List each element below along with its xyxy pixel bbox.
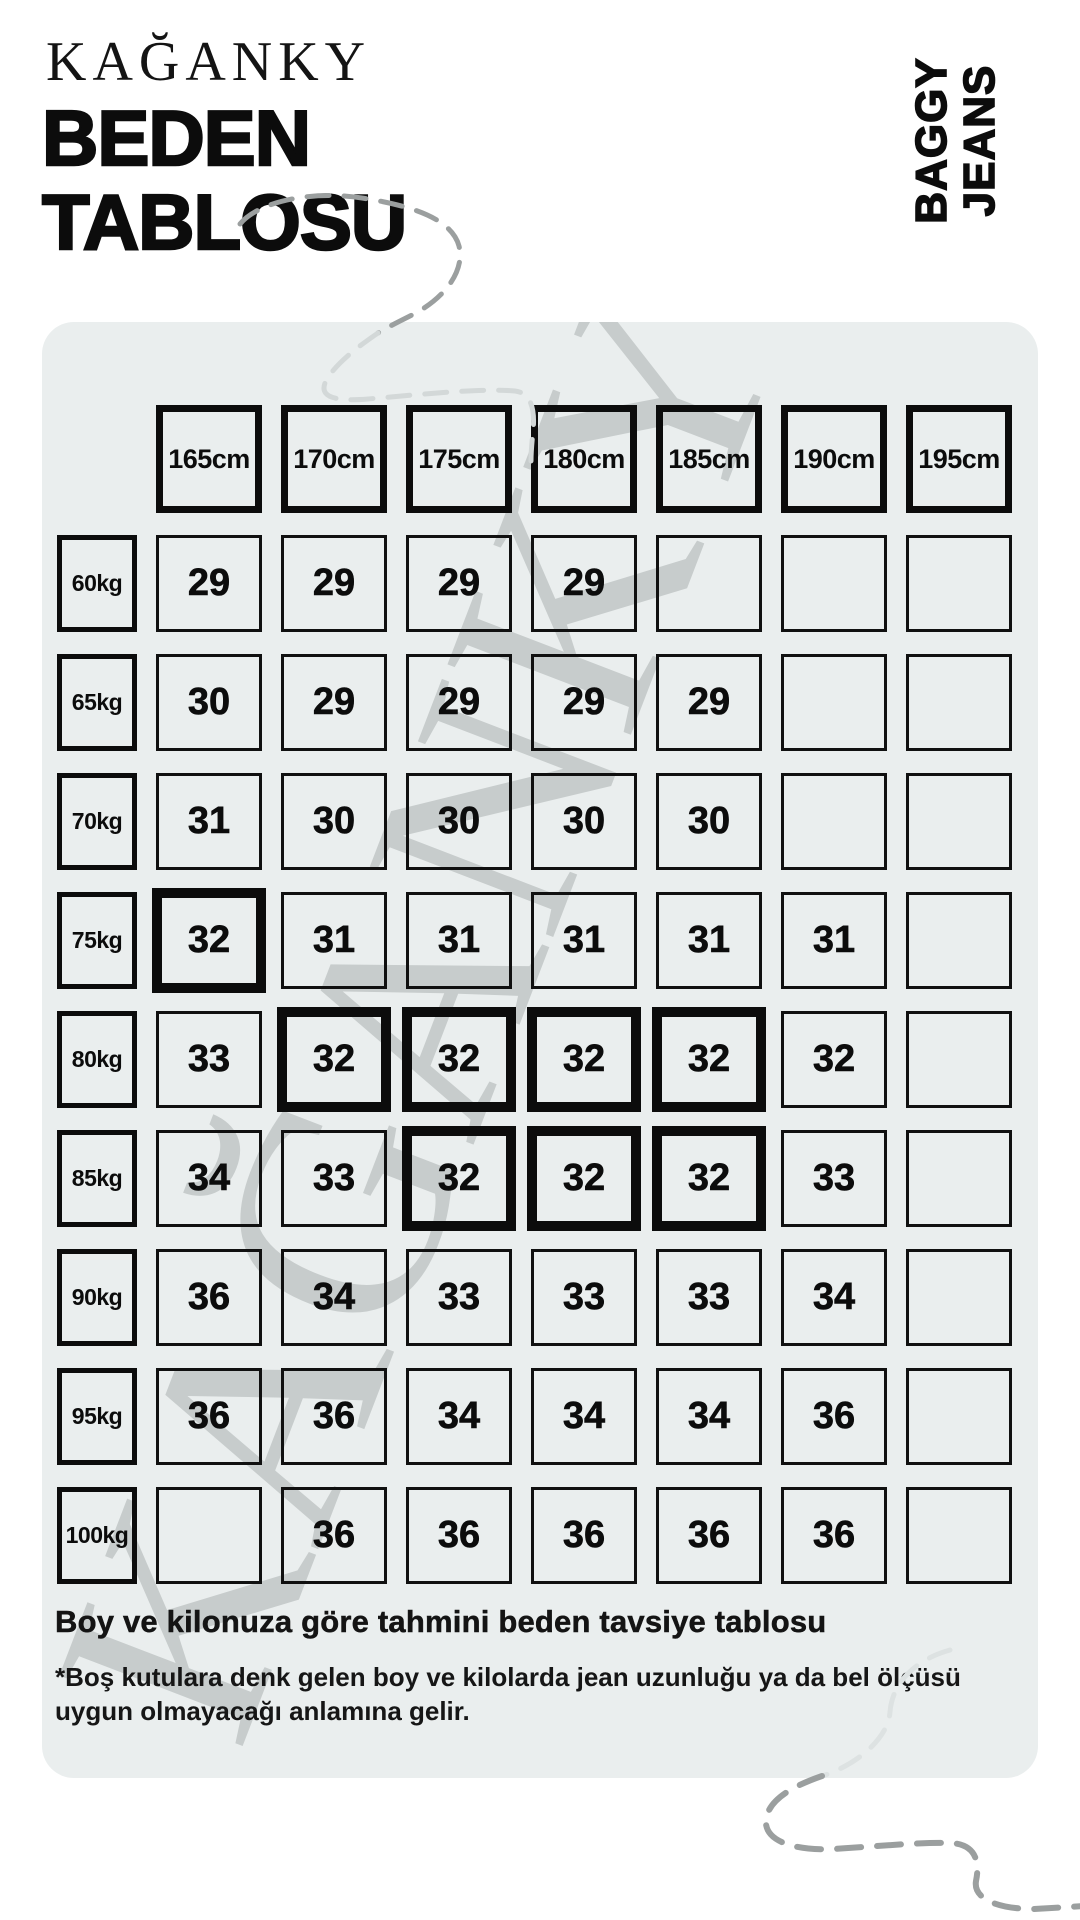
size-cell: 36 — [781, 1368, 887, 1465]
height-header-cell: 185cm — [656, 405, 762, 513]
recommended-size-cell: 32 — [652, 1126, 766, 1231]
size-cell: 30 — [281, 773, 387, 870]
height-header-cell: 180cm — [531, 405, 637, 513]
weight-header-cell: 90kg — [57, 1249, 137, 1346]
size-cell: 34 — [406, 1368, 512, 1465]
table-footnote-line2: uygun olmayacağı anlamına gelir. — [55, 1696, 470, 1726]
size-cell: 31 — [406, 892, 512, 989]
recommended-size-cell: 32 — [402, 1126, 516, 1231]
recommended-size-cell: 32 — [152, 888, 266, 993]
empty-size-cell — [906, 1487, 1012, 1584]
empty-size-cell — [781, 773, 887, 870]
size-cell: 36 — [656, 1487, 762, 1584]
size-cell: 29 — [156, 535, 262, 632]
height-header-cell: 190cm — [781, 405, 887, 513]
empty-size-cell — [906, 535, 1012, 632]
size-cell: 30 — [156, 654, 262, 751]
weight-header-cell: 65kg — [57, 654, 137, 751]
empty-size-cell — [906, 1368, 1012, 1465]
empty-size-cell — [781, 654, 887, 751]
empty-size-cell — [906, 1130, 1012, 1227]
recommended-size-cell: 32 — [652, 1007, 766, 1112]
size-cell: 31 — [781, 892, 887, 989]
size-cell: 31 — [156, 773, 262, 870]
height-header-cell: 165cm — [156, 405, 262, 513]
product-side-label-line2: JEANS — [954, 64, 1005, 217]
size-grid: 165cm 170cm 175cm 180cm 185cm 190cm 195cm 60kg 2… — [57, 405, 1012, 1584]
recommended-size-cell: 32 — [277, 1007, 391, 1112]
brand-logo: KAĞANKY — [46, 31, 372, 93]
size-cell: 31 — [281, 892, 387, 989]
size-cell: 29 — [406, 654, 512, 751]
size-cell: 34 — [156, 1130, 262, 1227]
size-cell: 36 — [156, 1368, 262, 1465]
grid-corner-cell — [57, 405, 137, 513]
page-title-line1: BEDEN — [41, 94, 313, 182]
size-cell: 29 — [281, 535, 387, 632]
size-cell: 32 — [781, 1011, 887, 1108]
weight-header-cell: 75kg — [57, 892, 137, 989]
size-cell: 33 — [781, 1130, 887, 1227]
height-header-cell: 170cm — [281, 405, 387, 513]
size-cell: 31 — [656, 892, 762, 989]
size-cell: 29 — [656, 654, 762, 751]
product-side-label: BAGGY JEANS — [906, 43, 1005, 238]
table-caption: Boy ve kilonuza göre tahmini beden tavsi… — [55, 1604, 827, 1640]
size-cell: 36 — [281, 1368, 387, 1465]
size-cell: 34 — [781, 1249, 887, 1346]
size-cell: 33 — [281, 1130, 387, 1227]
empty-size-cell — [656, 535, 762, 632]
dashed-squiggle-bottom-dark-segment — [762, 1773, 1080, 1913]
height-header-cell: 195cm — [906, 405, 1012, 513]
empty-size-cell — [156, 1487, 262, 1584]
empty-size-cell — [906, 892, 1012, 989]
size-cell: 33 — [406, 1249, 512, 1346]
recommended-size-cell: 32 — [527, 1126, 641, 1231]
page-title: BEDEN TABLOSU — [41, 94, 409, 266]
size-cell: 29 — [531, 654, 637, 751]
weight-header-cell: 85kg — [57, 1130, 137, 1227]
size-cell: 29 — [406, 535, 512, 632]
size-cell: 30 — [531, 773, 637, 870]
size-cell: 34 — [656, 1368, 762, 1465]
size-cell: 34 — [531, 1368, 637, 1465]
size-cell: 34 — [281, 1249, 387, 1346]
recommended-size-cell: 32 — [527, 1007, 641, 1112]
size-table-panel: KAĞANKY 165cm 170cm 175cm 180cm 185cm 190cm 19… — [42, 322, 1038, 1778]
table-footnote: *Boş kutulara denk gelen boy ve kilolard… — [55, 1660, 1005, 1728]
size-cell: 36 — [406, 1487, 512, 1584]
recommended-size-cell: 32 — [402, 1007, 516, 1112]
size-cell: 29 — [281, 654, 387, 751]
size-cell: 33 — [156, 1011, 262, 1108]
empty-size-cell — [906, 1249, 1012, 1346]
weight-header-cell: 70kg — [57, 773, 137, 870]
empty-size-cell — [906, 1011, 1012, 1108]
size-cell: 31 — [531, 892, 637, 989]
weight-header-cell: 60kg — [57, 535, 137, 632]
weight-header-cell: 80kg — [57, 1011, 137, 1108]
weight-header-cell: 100kg — [57, 1487, 137, 1584]
size-cell: 30 — [406, 773, 512, 870]
height-header-cell: 175cm — [406, 405, 512, 513]
page-title-line2: TABLOSU — [41, 178, 409, 266]
size-cell: 36 — [781, 1487, 887, 1584]
empty-size-cell — [906, 654, 1012, 751]
size-cell: 36 — [156, 1249, 262, 1346]
size-cell: 36 — [281, 1487, 387, 1584]
weight-header-cell: 95kg — [57, 1368, 137, 1465]
size-cell: 33 — [531, 1249, 637, 1346]
table-footnote-line1: *Boş kutulara denk gelen boy ve kilolard… — [55, 1662, 961, 1692]
size-cell: 30 — [656, 773, 762, 870]
size-cell: 33 — [656, 1249, 762, 1346]
empty-size-cell — [906, 773, 1012, 870]
size-cell: 36 — [531, 1487, 637, 1584]
product-side-label-line1: BAGGY — [906, 57, 957, 225]
size-cell: 29 — [531, 535, 637, 632]
empty-size-cell — [781, 535, 887, 632]
